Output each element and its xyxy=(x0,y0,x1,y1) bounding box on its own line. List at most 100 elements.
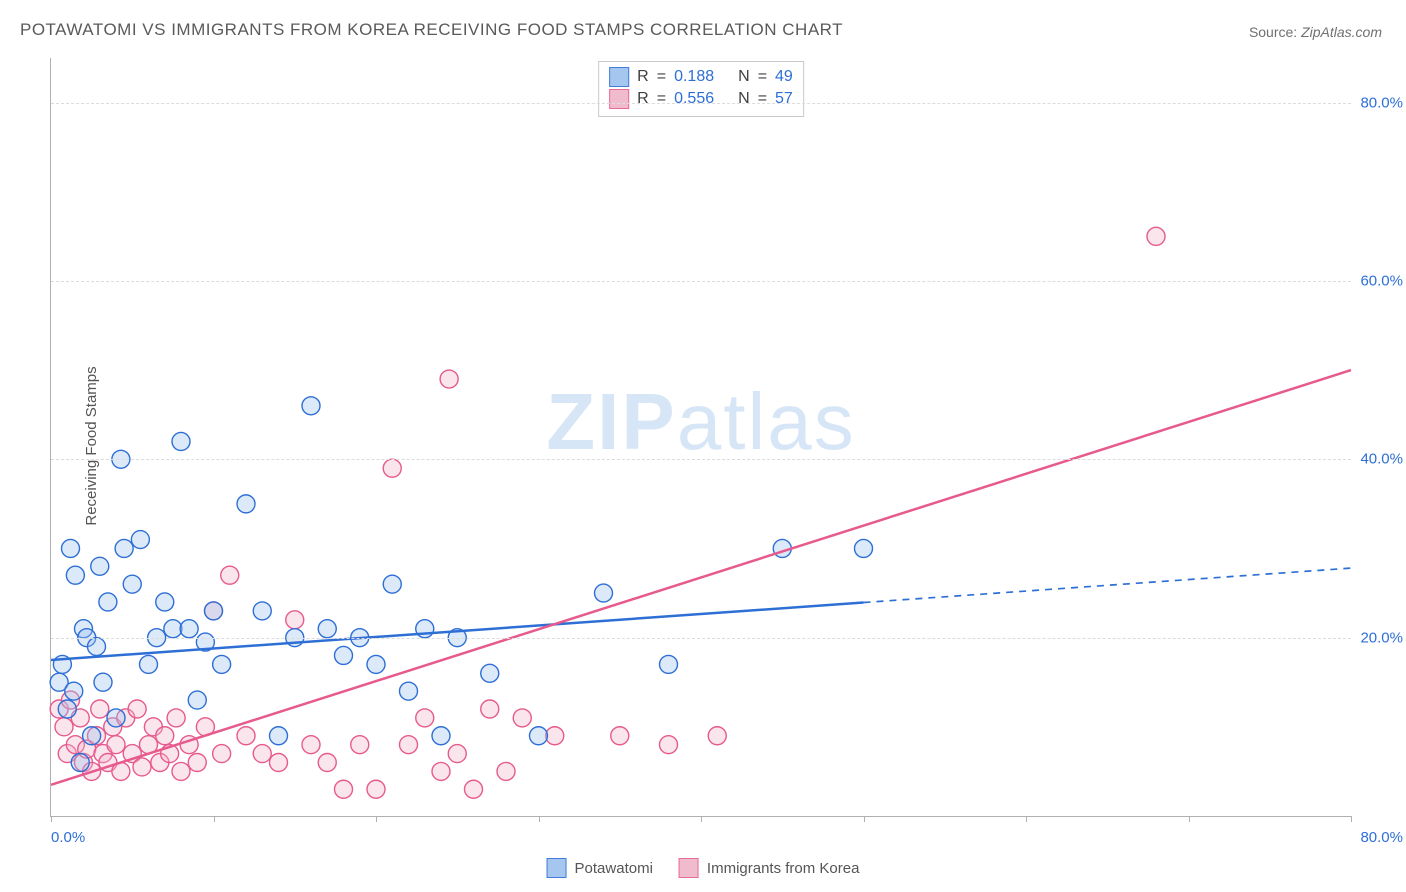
chart-title: POTAWATOMI VS IMMIGRANTS FROM KOREA RECE… xyxy=(20,20,843,40)
scatter-point xyxy=(58,700,76,718)
scatter-point xyxy=(55,718,73,736)
trend-line xyxy=(51,370,1351,785)
scatter-point xyxy=(71,753,89,771)
gridline xyxy=(51,459,1351,460)
legend-swatch-0 xyxy=(547,858,567,878)
scatter-point xyxy=(416,709,434,727)
gridline xyxy=(51,281,1351,282)
scatter-point xyxy=(172,432,190,450)
scatter-point xyxy=(367,780,385,798)
scatter-point xyxy=(383,459,401,477)
scatter-point xyxy=(88,638,106,656)
stats-N-value-0: 49 xyxy=(775,66,793,88)
plot-area: ZIPatlas R = 0.188 N = 49 R = 0.556 N = … xyxy=(50,58,1351,817)
scatter-point xyxy=(855,539,873,557)
stats-row-series-0: R = 0.188 N = 49 xyxy=(609,66,793,88)
scatter-point xyxy=(302,736,320,754)
swatch-series-0 xyxy=(609,67,629,87)
scatter-point xyxy=(140,655,158,673)
scatter-point xyxy=(530,727,548,745)
stats-N-label: N xyxy=(738,66,750,88)
swatch-series-1 xyxy=(609,89,629,109)
scatter-point xyxy=(62,539,80,557)
x-tick xyxy=(1026,816,1027,822)
scatter-point xyxy=(83,727,101,745)
x-tick xyxy=(376,816,377,822)
scatter-point xyxy=(546,727,564,745)
scatter-point xyxy=(611,727,629,745)
scatter-point xyxy=(286,611,304,629)
scatter-point xyxy=(237,727,255,745)
scatter-point xyxy=(253,602,271,620)
scatter-point xyxy=(448,745,466,763)
legend-label-0: Potawatomi xyxy=(575,860,653,877)
scatter-point xyxy=(660,736,678,754)
scatter-point xyxy=(99,593,117,611)
scatter-point xyxy=(432,727,450,745)
scatter-point xyxy=(131,531,149,549)
legend-item-0: Potawatomi xyxy=(547,858,653,878)
scatter-point xyxy=(128,700,146,718)
gridline xyxy=(51,103,1351,104)
source-label: Source: xyxy=(1249,24,1301,40)
scatter-point xyxy=(91,557,109,575)
scatter-point xyxy=(167,709,185,727)
legend-item-1: Immigrants from Korea xyxy=(679,858,860,878)
scatter-point xyxy=(1147,227,1165,245)
trend-line-extension xyxy=(864,568,1352,602)
stats-R-value-1: 0.556 xyxy=(674,88,714,110)
scatter-point xyxy=(253,745,271,763)
x-tick xyxy=(701,816,702,822)
x-tick xyxy=(1351,816,1352,822)
source-attribution: Source: ZipAtlas.com xyxy=(1249,24,1382,40)
stats-N-value-1: 57 xyxy=(775,88,793,110)
scatter-point xyxy=(172,762,190,780)
scatter-point xyxy=(156,593,174,611)
scatter-point xyxy=(66,566,84,584)
scatter-point xyxy=(481,700,499,718)
scatter-point xyxy=(383,575,401,593)
legend-swatch-1 xyxy=(679,858,699,878)
scatter-point xyxy=(133,758,151,776)
scatter-point xyxy=(481,664,499,682)
scatter-point xyxy=(318,620,336,638)
x-tick xyxy=(1189,816,1190,822)
stats-eq2: = xyxy=(758,66,767,88)
scatter-point xyxy=(335,646,353,664)
scatter-point xyxy=(708,727,726,745)
scatter-point xyxy=(367,655,385,673)
scatter-point xyxy=(164,620,182,638)
scatter-point xyxy=(94,673,112,691)
scatter-point xyxy=(302,397,320,415)
x-tick xyxy=(214,816,215,822)
scatter-point xyxy=(270,727,288,745)
x-tick xyxy=(539,816,540,822)
stats-eq: = xyxy=(657,66,666,88)
y-tick-label: 60.0% xyxy=(1360,272,1403,289)
stats-R-value-0: 0.188 xyxy=(674,66,714,88)
scatter-point xyxy=(180,620,198,638)
scatter-point xyxy=(595,584,613,602)
scatter-point xyxy=(123,575,141,593)
scatter-point xyxy=(91,700,109,718)
scatter-point xyxy=(400,682,418,700)
stats-legend-box: R = 0.188 N = 49 R = 0.556 N = 57 xyxy=(598,61,804,117)
gridline xyxy=(51,638,1351,639)
x-tick xyxy=(51,816,52,822)
scatter-point xyxy=(188,753,206,771)
scatter-point xyxy=(156,727,174,745)
scatter-point xyxy=(237,495,255,513)
scatter-point xyxy=(107,736,125,754)
scatter-point xyxy=(115,539,133,557)
legend-label-1: Immigrants from Korea xyxy=(707,860,860,877)
scatter-point xyxy=(465,780,483,798)
scatter-point xyxy=(440,370,458,388)
scatter-point xyxy=(213,655,231,673)
y-tick-label: 40.0% xyxy=(1360,451,1403,468)
chart-svg xyxy=(51,58,1351,816)
scatter-point xyxy=(213,745,231,763)
scatter-point xyxy=(497,762,515,780)
bottom-legend: Potawatomi Immigrants from Korea xyxy=(547,858,860,878)
scatter-point xyxy=(335,780,353,798)
scatter-point xyxy=(188,691,206,709)
